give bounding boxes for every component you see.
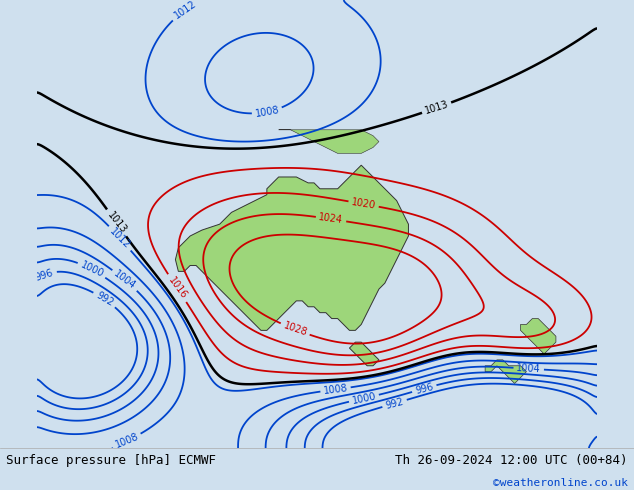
Polygon shape [176,165,408,330]
Text: 992: 992 [384,396,404,411]
Text: 1012: 1012 [108,226,132,250]
Text: 1000: 1000 [351,391,377,406]
Text: 1004: 1004 [112,269,138,292]
Text: 1013: 1013 [105,210,128,236]
Text: 1028: 1028 [282,320,308,338]
Text: 1004: 1004 [516,363,541,374]
Text: 1008: 1008 [254,105,280,119]
Polygon shape [521,318,556,354]
Text: 1012: 1012 [172,0,198,21]
Text: 992: 992 [94,290,115,308]
Text: 1020: 1020 [351,197,377,211]
Polygon shape [349,342,379,366]
Polygon shape [485,360,526,384]
Text: 1024: 1024 [318,213,344,226]
Text: 1008: 1008 [323,383,348,396]
Text: ©weatheronline.co.uk: ©weatheronline.co.uk [493,477,628,488]
Text: Th 26-09-2024 12:00 UTC (00+84): Th 26-09-2024 12:00 UTC (00+84) [395,454,628,466]
Text: 1016: 1016 [166,275,188,301]
Text: 1008: 1008 [113,431,140,450]
Text: 1000: 1000 [79,260,105,279]
Text: 996: 996 [34,268,55,283]
Text: 996: 996 [414,381,434,395]
Polygon shape [279,130,379,153]
Text: 1013: 1013 [424,99,450,116]
Text: Surface pressure [hPa] ECMWF: Surface pressure [hPa] ECMWF [6,454,216,466]
